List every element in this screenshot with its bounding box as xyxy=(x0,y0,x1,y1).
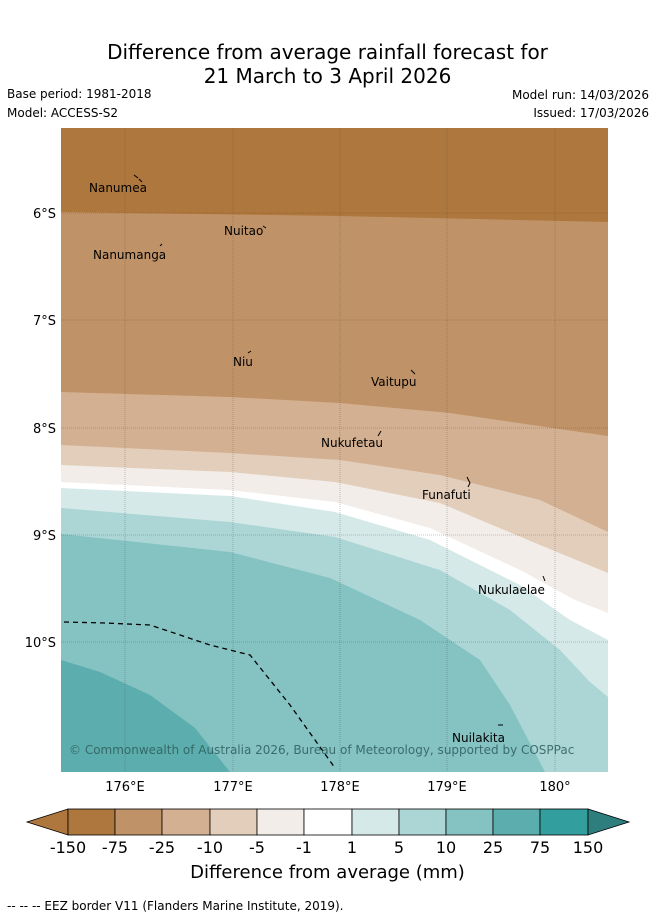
lat-label-7s: 7°S xyxy=(33,314,56,329)
colorbar-swatch-5 xyxy=(256,808,305,836)
place-nuilakita: Nuilakita xyxy=(452,731,505,745)
model-run: Model run: 14/03/2026 xyxy=(511,88,649,102)
colorbar-swatch-2 xyxy=(114,808,163,836)
colorbar-swatch-8 xyxy=(398,808,447,836)
place-nanumea: Nanumea xyxy=(89,181,147,195)
colorbar-tick: -25 xyxy=(148,838,176,857)
lon-label-179e: 179°E xyxy=(427,780,467,795)
gridlines xyxy=(61,128,608,772)
colorbar-swatch-6 xyxy=(303,808,353,836)
place-nukufetau: Nukufetau xyxy=(321,436,383,450)
colorbar-swatch-4 xyxy=(209,808,258,836)
title-line-2: 21 March to 3 April 2026 xyxy=(203,64,452,88)
latitude-labels: 6°S 7°S 8°S 9°S 10°S xyxy=(25,207,56,651)
lon-label-180: 180° xyxy=(539,780,570,795)
lat-label-6s: 6°S xyxy=(33,207,56,222)
band-plus10 xyxy=(61,534,545,772)
place-nukulaelae: Nukulaelae xyxy=(478,583,545,597)
chart-title: Difference from average rainfall forecas… xyxy=(0,40,655,88)
lon-label-178e: 178°E xyxy=(320,780,360,795)
colorbar-tick: 1 xyxy=(346,838,358,857)
title-line-1: Difference from average rainfall forecas… xyxy=(107,40,548,64)
issued-date: Issued: 17/03/2026 xyxy=(533,106,649,120)
colorbar-swatch-9 xyxy=(445,808,494,836)
colorbar xyxy=(25,808,631,836)
lat-label-10s: 10°S xyxy=(25,636,56,651)
band-plus25 xyxy=(61,660,230,772)
colorbar-tick: -5 xyxy=(249,838,265,857)
colorbar-tick: -1 xyxy=(296,838,312,857)
base-period: Base period: 1981-2018 xyxy=(7,87,152,101)
colorbar-title: Difference from average (mm) xyxy=(190,862,465,883)
colorbar-high-arrow xyxy=(587,808,631,836)
colorbar-tick: -10 xyxy=(196,838,224,857)
eez-border xyxy=(63,621,336,769)
rainfall-bands xyxy=(61,128,608,772)
place-nuitao: Nuitao xyxy=(224,224,263,238)
colorbar-swatch-1 xyxy=(67,808,116,836)
colorbar-swatch-11 xyxy=(539,808,589,836)
colorbar-swatch-3 xyxy=(161,808,211,836)
colorbar-swatch-7 xyxy=(351,808,400,836)
copyright-notice: © Commonwealth of Australia 2026, Bureau… xyxy=(69,743,574,757)
colorbar-low-arrow xyxy=(25,808,69,836)
model-name: Model: ACCESS-S2 xyxy=(7,106,119,120)
island-marks xyxy=(133,174,546,726)
place-nanumanga: Nanumanga xyxy=(93,248,166,262)
colorbar-tick: 150 xyxy=(572,838,604,857)
longitude-labels: 176°E 177°E 178°E 179°E 180° xyxy=(105,780,570,795)
colorbar-tick: 25 xyxy=(482,838,504,857)
place-funafuti: Funafuti xyxy=(422,488,471,502)
colorbar-tick: -75 xyxy=(101,838,129,857)
place-niu: Niu xyxy=(233,355,253,369)
lat-label-8s: 8°S xyxy=(33,422,56,437)
colorbar-tick: 10 xyxy=(435,838,457,857)
eez-legend-footer: -- -- -- EEZ border V11 (Flanders Marine… xyxy=(7,899,344,913)
lon-label-177e: 177°E xyxy=(213,780,253,795)
colorbar-tick: 5 xyxy=(393,838,405,857)
lon-label-176e: 176°E xyxy=(105,780,145,795)
lat-label-9s: 9°S xyxy=(33,529,56,544)
colorbar-tick: -150 xyxy=(49,838,87,857)
place-vaitupu: Vaitupu xyxy=(371,375,417,389)
place-labels: Nanumea Nuitao Nanumanga Niu Vaitupu Nuk… xyxy=(89,181,545,745)
colorbar-swatch-10 xyxy=(492,808,541,836)
colorbar-tick: 75 xyxy=(529,838,551,857)
